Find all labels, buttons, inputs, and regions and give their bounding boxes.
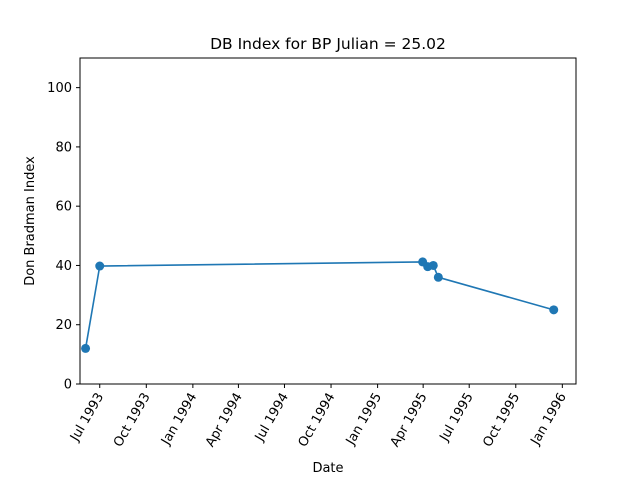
y-tick-label: 60 bbox=[55, 200, 72, 215]
plot-area bbox=[80, 58, 576, 384]
y-tick-label: 0 bbox=[64, 378, 72, 393]
y-tick-label: 100 bbox=[47, 81, 72, 96]
plot-frame bbox=[79, 57, 577, 385]
data-point bbox=[549, 305, 559, 315]
y-tick-label: 20 bbox=[55, 318, 72, 333]
data-point bbox=[433, 272, 443, 282]
y-tick-label: 40 bbox=[55, 259, 72, 274]
y-axis-label: Don Bradman Index bbox=[23, 156, 38, 286]
data-point bbox=[81, 343, 91, 353]
x-axis-label: Date bbox=[312, 461, 343, 476]
data-point bbox=[428, 260, 438, 270]
data-point bbox=[95, 261, 105, 271]
y-axis: 0 20 40 60 80 100 bbox=[47, 81, 80, 393]
chart-title: DB Index for BP Julian = 25.02 bbox=[210, 35, 446, 53]
y-tick-label: 80 bbox=[55, 140, 72, 155]
series-layer bbox=[81, 257, 559, 353]
